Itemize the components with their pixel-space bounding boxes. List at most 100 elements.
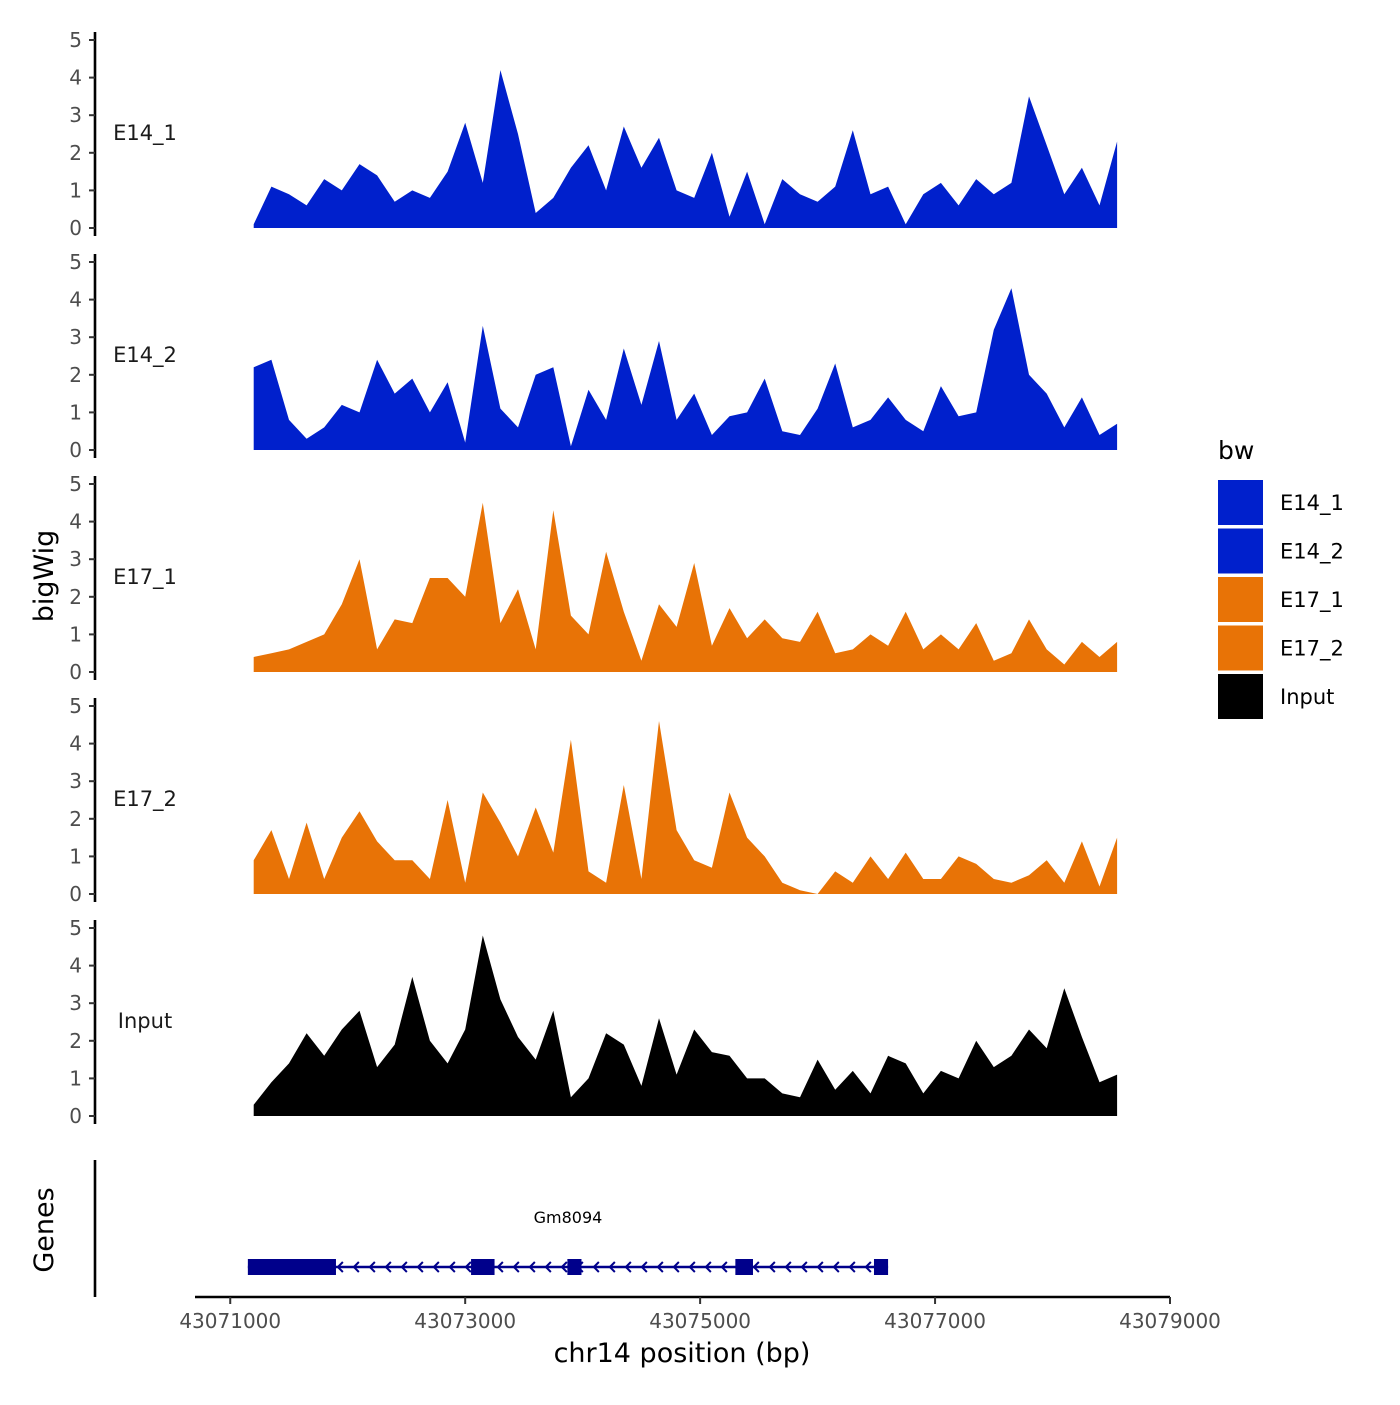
y-tick-label: 5	[69, 250, 82, 274]
area-e17-2	[253, 721, 1118, 894]
x-tick-label: 43075000	[649, 1309, 751, 1333]
x-tick-label: 43073000	[414, 1309, 516, 1333]
legend-item-e14-1: E14_1	[1218, 480, 1344, 525]
strand-arrow	[464, 1261, 472, 1273]
y-tick-label: 3	[69, 103, 82, 127]
strand-arrow	[720, 1261, 728, 1273]
strand-arrow	[400, 1261, 408, 1273]
y-tick-label: 2	[69, 585, 82, 609]
y-tick-label: 5	[69, 916, 82, 940]
y-tick-label: 1	[69, 178, 82, 202]
area-e14-2	[253, 288, 1118, 450]
gene-exon	[735, 1259, 753, 1275]
strand-arrow	[864, 1261, 872, 1273]
strand-arrow	[704, 1261, 712, 1273]
strand-arrow	[688, 1261, 696, 1273]
legend-label: E14_2	[1280, 540, 1344, 565]
gene-name-label: Gm8094	[534, 1208, 603, 1227]
strand-arrow	[816, 1261, 824, 1273]
x-axis-title: chr14 position (bp)	[554, 1338, 811, 1369]
y-tick-label: 0	[69, 660, 82, 684]
legend-swatch	[1218, 577, 1263, 622]
strand-arrow	[848, 1261, 856, 1273]
track-label-e14-1: E14_1	[113, 121, 177, 146]
y-tick-label: 4	[69, 66, 82, 90]
track-label-e14-2: E14_2	[113, 343, 177, 368]
track-e14-2: 0 1 2 3 4 5 E14_2	[69, 250, 1118, 462]
legend-label: E17_1	[1280, 588, 1344, 613]
strand-arrow	[800, 1261, 808, 1273]
x-tick-label: 43077000	[884, 1309, 986, 1333]
y-tick-label: 1	[69, 400, 82, 424]
y-tick-label: 1	[69, 622, 82, 646]
area-e17-1	[253, 502, 1118, 672]
area-e14-1	[253, 70, 1118, 228]
gene-track: Gm8094	[93, 1160, 889, 1297]
strand-arrow	[784, 1261, 792, 1273]
track-input: 0 1 2 3 4 5 Input	[69, 916, 1118, 1128]
track-e17-1: 0 1 2 3 4 5 E17_1	[69, 472, 1118, 684]
y-tick-label: 5	[69, 472, 82, 496]
strand-arrow	[672, 1261, 680, 1273]
x-tick-label: 43079000	[1119, 1309, 1221, 1333]
gene-exon	[567, 1259, 582, 1275]
legend-swatch	[1218, 625, 1263, 671]
strand-arrow	[768, 1261, 776, 1273]
strand-arrow	[416, 1261, 424, 1273]
y-tick-label: 0	[69, 438, 82, 462]
track-e14-1: 0 1 2 3 4 5 E14_1	[69, 28, 1118, 240]
y-tick-label: 4	[69, 288, 82, 312]
area-input	[253, 935, 1118, 1116]
y-axis-title: bigWig	[29, 530, 60, 623]
track-label-input: Input	[118, 1009, 172, 1033]
strand-arrow	[448, 1261, 456, 1273]
strand-arrow	[528, 1261, 536, 1273]
strand-arrow	[560, 1261, 568, 1273]
legend-swatch	[1218, 674, 1263, 719]
legend-label: E14_1	[1280, 491, 1344, 516]
strand-arrow	[384, 1261, 392, 1273]
y-tick-label: 2	[69, 1029, 82, 1053]
legend-title: bw	[1218, 436, 1254, 465]
y-tick-label: 3	[69, 991, 82, 1015]
y-tick-label: 2	[69, 807, 82, 831]
strand-arrow	[640, 1261, 648, 1273]
track-label-e17-2: E17_2	[113, 787, 177, 812]
y-tick-label: 0	[69, 1104, 82, 1128]
x-axis: 43071000 43073000 43075000 43077000 43079000	[179, 1295, 1221, 1333]
x-tick-label: 43071000	[179, 1309, 281, 1333]
y-tick-label: 1	[69, 844, 82, 868]
legend-item-input: Input	[1218, 674, 1334, 719]
strand-arrow	[608, 1261, 616, 1273]
y-tick-label: 4	[69, 732, 82, 756]
legend-swatch	[1218, 480, 1263, 525]
y-tick-label: 0	[69, 216, 82, 240]
y-tick-label: 4	[69, 954, 82, 978]
strand-arrow	[512, 1261, 520, 1273]
legend-item-e17-1: E17_1	[1218, 577, 1344, 622]
strand-arrow	[368, 1261, 376, 1273]
y-tick-label: 1	[69, 1066, 82, 1090]
legend-label: Input	[1280, 685, 1334, 709]
y-tick-label: 2	[69, 363, 82, 387]
strand-arrow	[496, 1261, 504, 1273]
track-e17-2: 0 1 2 3 4 5 E17_2	[69, 694, 1118, 906]
strand-arrow	[592, 1261, 600, 1273]
y-tick-label: 3	[69, 769, 82, 793]
y-tick-label: 5	[69, 28, 82, 52]
strand-arrow	[544, 1261, 552, 1273]
strand-arrow	[624, 1261, 632, 1273]
y-tick-label: 3	[69, 325, 82, 349]
y-tick-label: 3	[69, 547, 82, 571]
strand-arrow	[752, 1261, 760, 1273]
tracks-layer: 0 1 2 3 4 5 E14_1 0 1 2 3 4 5 E14_2 0 1 2 3 4 5 E17_1 0 1 2 3 4 5 E…	[69, 28, 1118, 1128]
legend-item-e17-2: E17_2	[1218, 625, 1344, 671]
legend-swatch	[1218, 528, 1263, 574]
strand-arrow	[832, 1261, 840, 1273]
y-tick-label: 5	[69, 694, 82, 718]
strand-arrow	[656, 1261, 664, 1273]
y-tick-label: 4	[69, 510, 82, 534]
legend: bw E14_1 E14_2 E17_1 E17_2 Input	[1218, 436, 1344, 719]
